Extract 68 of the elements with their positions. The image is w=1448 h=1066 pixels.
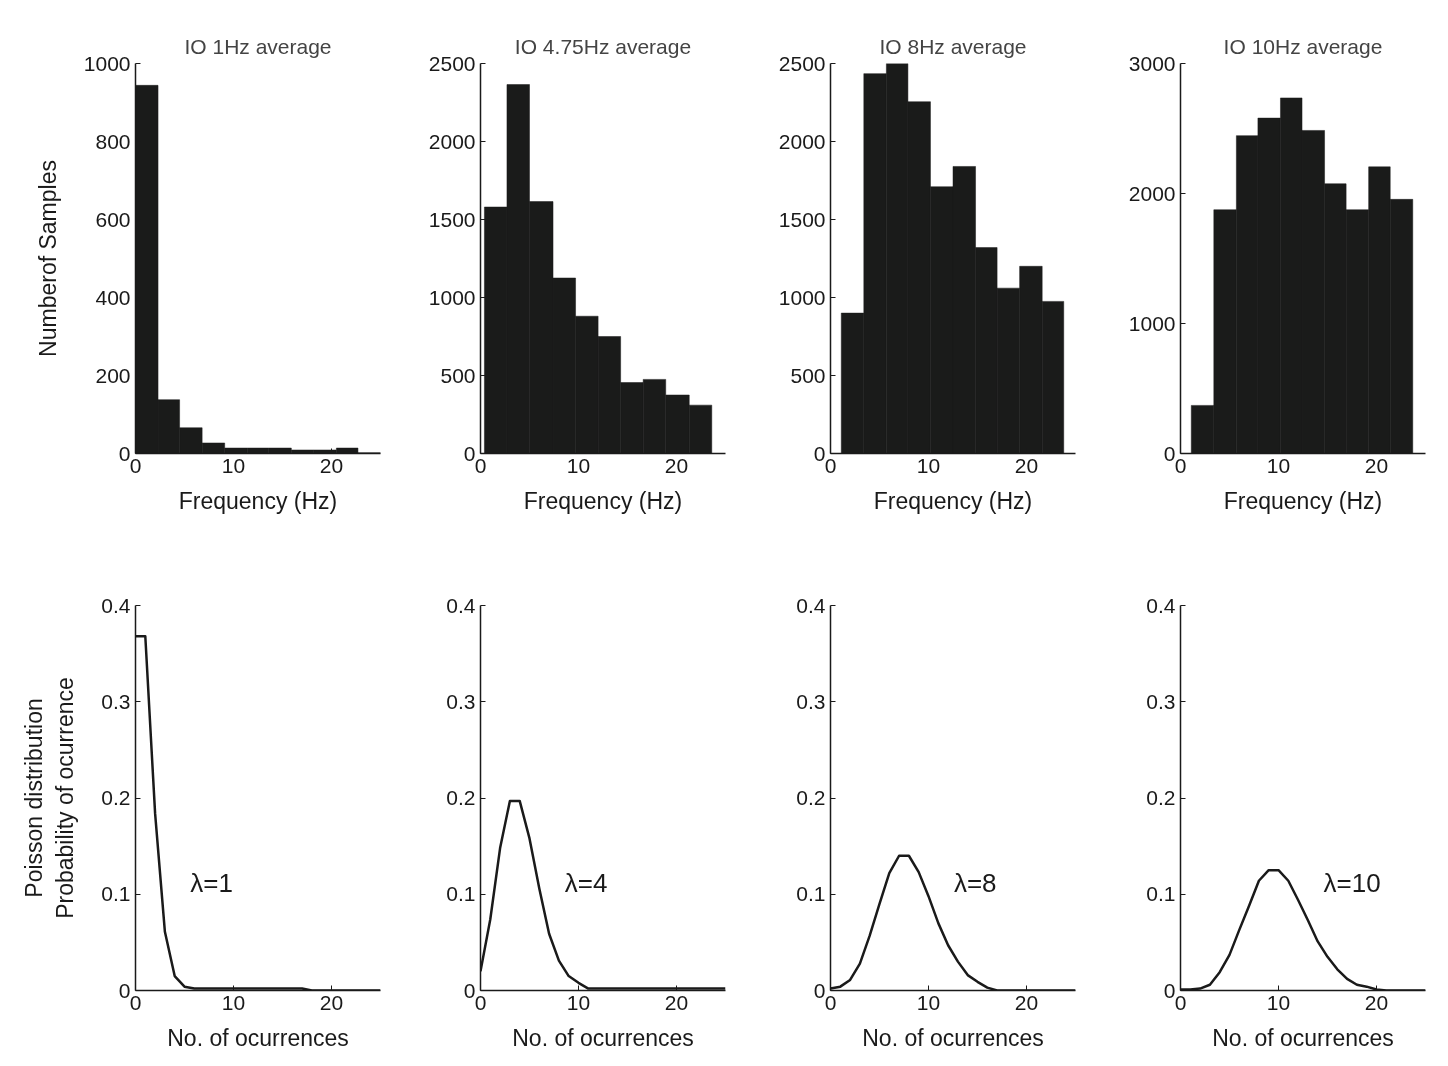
y-tick-label: 0.4 [1146,593,1176,617]
x-axis-title: Frequency (Hz) [178,487,338,514]
series-label: λ=4 [564,867,608,898]
y-tick-label: 2500 [778,51,826,75]
x-tick-label: 10 [1266,453,1291,477]
series-label: λ=10 [1323,867,1381,898]
x-tick-label: 10 [221,990,246,1014]
y-tick-label: 0.4 [101,593,131,617]
y-tick-label: 1000 [428,285,476,309]
x-tick-label: 20 [1364,453,1389,477]
chart-title: IO 4.75Hz average [514,34,692,58]
y-tick-label: 3000 [1128,51,1176,75]
y-tick-label: 2500 [428,51,476,75]
x-axis-title: No. of ocurrences [1212,1024,1394,1051]
x-tick-label: 10 [916,990,941,1014]
x-tick-label: 10 [1266,990,1291,1014]
x-axis-title: No. of ocurrences [167,1024,349,1051]
x-tick-label: 20 [664,990,689,1014]
y-tick-label: 0.2 [796,786,826,809]
chart-title: IO 8Hz average [879,34,1027,58]
x-tick-label: 20 [1014,990,1039,1014]
y-tick-label: 800 [95,129,131,153]
y-tick-label: 2000 [778,129,826,153]
y-tick-label: 0.2 [446,786,476,809]
x-axis-title: Frequency (Hz) [523,487,683,514]
series-label: λ=8 [953,867,997,898]
x-tick-label: 10 [916,453,941,477]
chart-title: IO 1Hz average [184,34,332,58]
y-tick-label: 1500 [428,207,476,231]
y-tick-label: 0.1 [446,882,476,906]
y-tick-label: 0.2 [101,786,131,809]
x-axis-title: No. of ocurrences [512,1024,694,1051]
y-tick-label: 0.3 [446,689,476,713]
y-tick-label: 200 [95,363,131,387]
x-axis-title: Frequency (Hz) [873,487,1033,514]
y-tick-label: 500 [790,363,826,387]
chart-title: IO 10Hz average [1223,34,1383,58]
y-axis-title: Poisson distribution Probability of ocurrence [21,677,79,919]
x-axis-title: Frequency (Hz) [1223,487,1383,514]
y-tick-label: 0.2 [1146,786,1176,809]
x-tick-label: 20 [664,453,689,477]
y-tick-label: 1000 [83,51,131,75]
y-tick-label: 1500 [778,207,826,231]
y-tick-label: 0.1 [1146,882,1176,906]
y-tick-label: 0.1 [101,882,131,906]
x-tick-label: 10 [566,990,591,1014]
y-tick-label: 500 [440,363,476,387]
y-tick-label: 0.3 [101,689,131,713]
x-tick-label: 20 [1014,453,1039,477]
y-tick-label: 0.3 [1146,689,1176,713]
x-axis-title: No. of ocurrences [862,1024,1044,1051]
series-label: λ=1 [190,867,233,898]
y-tick-label: 400 [95,285,131,309]
x-tick-label: 10 [221,453,246,477]
x-tick-label: 20 [319,453,344,477]
y-tick-label: 0.1 [796,882,826,906]
y-tick-label: 1000 [1128,311,1176,335]
y-tick-label: 2000 [1128,181,1176,205]
y-tick-label: 0.4 [796,593,826,617]
y-tick-label: 1000 [778,285,826,309]
y-tick-label: 0.3 [796,689,826,713]
x-tick-label: 10 [566,453,591,477]
y-tick-label: 0.4 [446,593,476,617]
y-axis-title: Numberof Samples [34,160,61,357]
x-tick-label: 20 [319,990,344,1014]
y-tick-label: 2000 [428,129,476,153]
y-tick-label: 600 [95,207,131,231]
x-tick-label: 20 [1364,990,1389,1014]
